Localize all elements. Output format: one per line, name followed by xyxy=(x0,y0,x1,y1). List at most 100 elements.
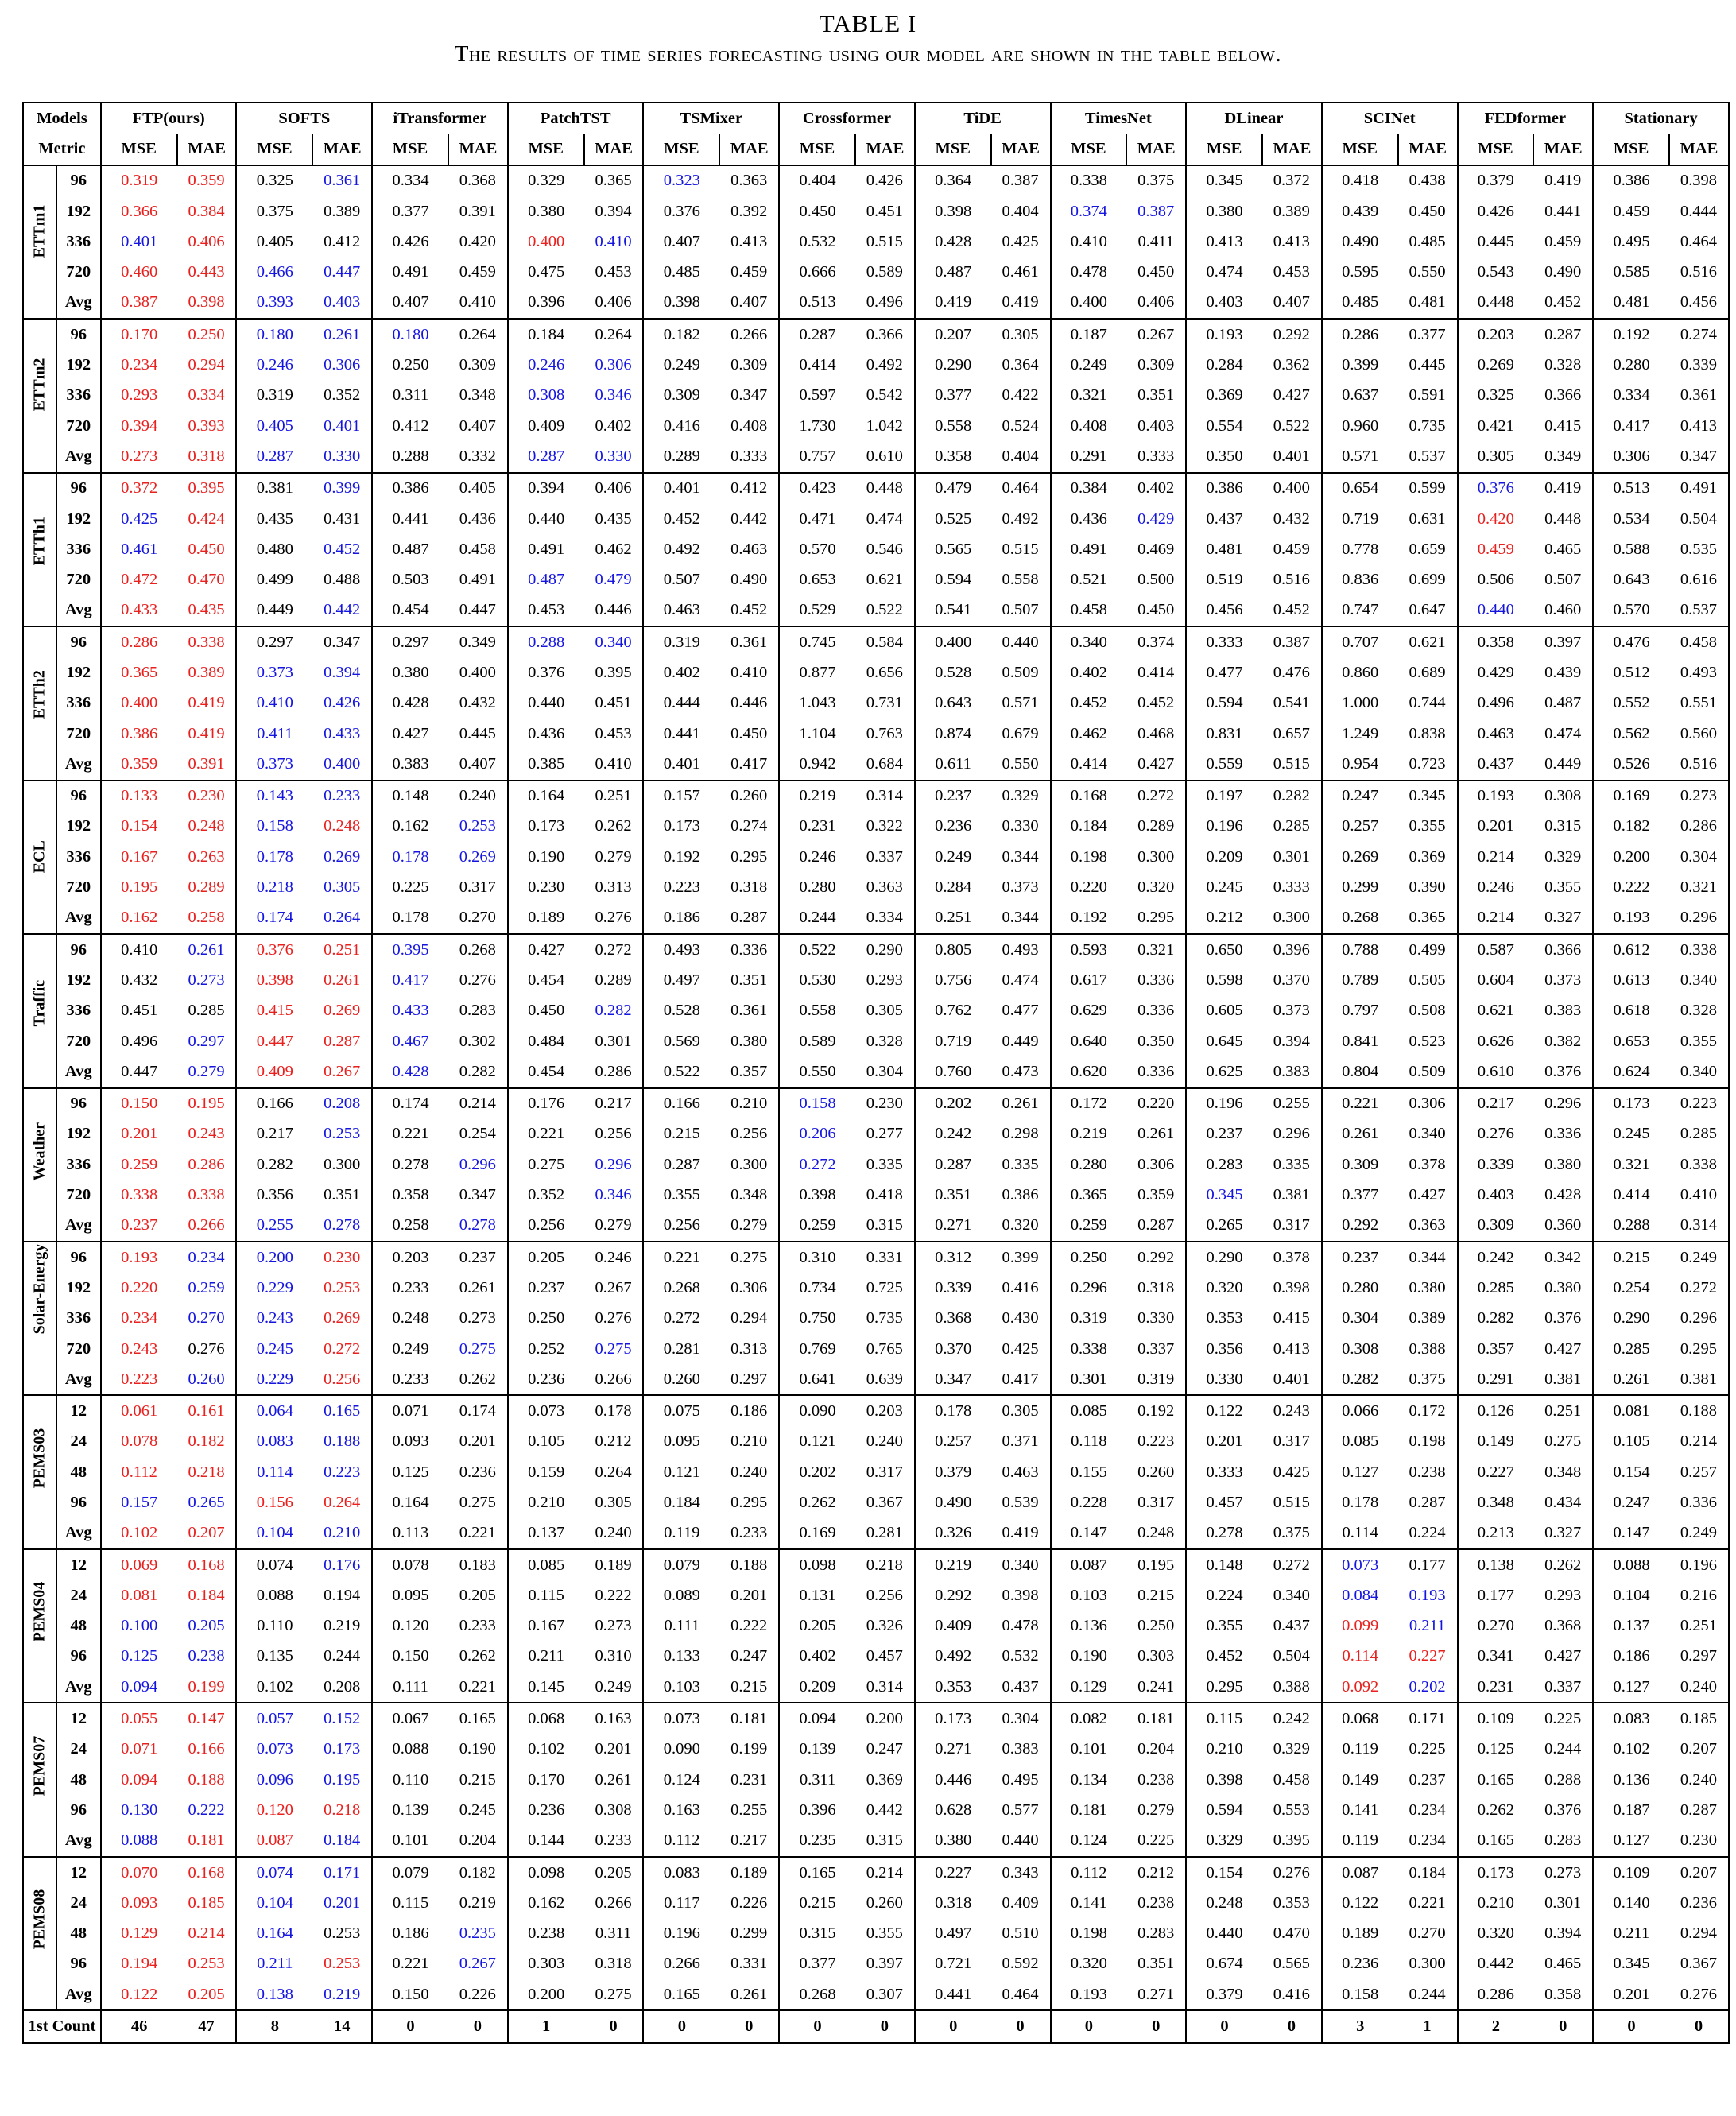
metric-mae: MAE xyxy=(448,134,509,165)
value-cell: 0.189 xyxy=(1342,1924,1379,1943)
value-cell: 0.621 xyxy=(1477,1002,1514,1020)
value-cell: 0.079 xyxy=(643,1548,720,1581)
value-cell: 0.274 xyxy=(1668,318,1730,351)
value-cell: 0.838 xyxy=(1397,718,1459,750)
value-cell: 0.493 xyxy=(1668,657,1730,688)
value-cell: 0.325 xyxy=(1477,386,1514,405)
value-cell: 0.496 xyxy=(854,287,916,320)
value-cell: 0.147 xyxy=(1593,1517,1669,1550)
value-cell: 0.309 xyxy=(448,350,509,381)
value-cell: 0.115 xyxy=(528,1586,564,1604)
value-cell: 0.256 xyxy=(719,1118,781,1150)
table-row: 336 0.451 0.285 0.415 0.269 0.433 0.283 0.450 0.… xyxy=(23,995,1730,1026)
value-cell: 0.452 xyxy=(1261,595,1323,628)
first-count-value: 14 xyxy=(312,2009,374,2044)
value-cell: 0.513 xyxy=(1593,471,1669,504)
value-cell: 0.659 xyxy=(1397,534,1459,565)
value-cell: 0.450 xyxy=(1126,595,1188,628)
value-cell: 0.320 xyxy=(990,1210,1052,1242)
value-cell: 0.117 xyxy=(664,1893,700,1912)
value-cell: 0.335 xyxy=(990,1149,1052,1180)
value-cell: 0.399 xyxy=(990,1240,1052,1273)
value-cell: 0.194 xyxy=(312,1580,374,1611)
value-cell: 0.416 xyxy=(663,417,700,435)
value-cell: 0.565 xyxy=(935,540,972,558)
value-cell: 0.283 xyxy=(1206,1155,1243,1173)
horizon-cell: Avg xyxy=(56,1210,102,1242)
value-cell: 0.295 xyxy=(719,1487,781,1518)
value-cell: 0.496 xyxy=(121,1032,158,1050)
value-cell: 0.409 xyxy=(935,1617,972,1635)
value-cell: 0.200 xyxy=(236,1240,313,1273)
value-cell: 0.196 xyxy=(1206,817,1243,835)
value-cell: 0.451 xyxy=(121,1002,158,1020)
value-cell: 0.096 xyxy=(256,1770,293,1789)
value-cell: 0.207 xyxy=(1668,1734,1730,1765)
value-cell: 0.114 xyxy=(257,1463,293,1481)
value-cell: 0.400 xyxy=(1261,471,1323,504)
table-row: 192 0.201 0.243 0.217 0.253 0.221 0.254 0.221 0.… xyxy=(23,1118,1730,1150)
value-cell: 0.212 xyxy=(1126,1855,1188,1889)
value-cell: 0.400 xyxy=(448,657,509,688)
value-cell: 0.550 xyxy=(1397,257,1459,288)
value-cell: 0.073 xyxy=(507,1394,584,1427)
value-cell: 0.101 xyxy=(1070,1740,1107,1758)
value-cell: 0.318 xyxy=(719,872,781,903)
dataset-name: Solar-Energy xyxy=(30,1243,48,1335)
value-cell: 0.338 xyxy=(1050,164,1127,196)
value-cell: 0.180 xyxy=(236,318,313,351)
value-cell: 0.314 xyxy=(854,1672,916,1704)
value-cell: 0.124 xyxy=(1050,1825,1127,1858)
value-cell: 0.507 xyxy=(990,595,1052,628)
value-cell: 0.297 xyxy=(719,1364,781,1397)
value-cell: 0.357 xyxy=(719,1056,781,1089)
value-cell: 0.386 xyxy=(990,1180,1052,1211)
value-cell: 0.558 xyxy=(935,417,972,435)
value-cell: 0.283 xyxy=(1533,1825,1595,1858)
value-cell: 0.177 xyxy=(1477,1586,1514,1604)
value-cell: 0.336 xyxy=(1533,1118,1595,1150)
metric-mse: MSE xyxy=(236,134,314,165)
value-cell: 0.168 xyxy=(176,1548,238,1581)
value-cell: 0.297 xyxy=(372,626,448,658)
value-cell: 0.532 xyxy=(990,1641,1052,1672)
value-cell: 0.395 xyxy=(176,471,238,504)
table-row: 720 0.496 0.297 0.447 0.287 0.467 0.302 0.484 0.… xyxy=(23,1025,1730,1057)
value-cell: 0.456 xyxy=(1668,287,1730,320)
value-cell: 0.182 xyxy=(643,318,720,351)
value-cell: 0.287 xyxy=(663,1155,700,1173)
value-cell: 0.273 xyxy=(100,441,177,474)
value-cell: 0.268 xyxy=(1321,902,1398,936)
table-row: PEMS07 12 0.055 0.147 0.057 0.152 0.067 0.165 0.… xyxy=(22,1702,1730,1858)
value-cell: 0.491 xyxy=(392,263,429,281)
value-cell: 0.427 xyxy=(1126,749,1188,781)
value-cell: 0.378 xyxy=(1397,1149,1459,1180)
value-cell: 0.227 xyxy=(1397,1641,1459,1672)
value-cell: 0.375 xyxy=(1397,1364,1459,1397)
horizon-cell: 720 xyxy=(56,257,102,288)
value-cell: 0.071 xyxy=(121,1740,158,1758)
value-cell: 0.138 xyxy=(236,1979,313,2012)
value-cell: 0.312 xyxy=(914,1240,991,1273)
dataset-name: ETTh2 xyxy=(30,670,48,719)
value-cell: 0.507 xyxy=(1533,564,1595,595)
value-cell: 0.485 xyxy=(1321,287,1398,320)
value-cell: 0.450 xyxy=(528,1002,565,1020)
value-cell: 0.214 xyxy=(1457,902,1534,936)
value-cell: 0.189 xyxy=(583,1548,645,1581)
value-cell: 0.380 xyxy=(1533,1273,1595,1304)
value-cell: 0.594 xyxy=(935,571,972,589)
value-cell: 0.328 xyxy=(1533,350,1595,381)
value-cell: 0.386 xyxy=(1186,471,1262,504)
value-cell: 0.246 xyxy=(583,1240,645,1273)
value-cell: 0.352 xyxy=(528,1186,565,1204)
value-cell: 0.279 xyxy=(1126,1795,1188,1826)
value-cell: 0.453 xyxy=(507,595,584,628)
value-cell: 0.440 xyxy=(990,1825,1052,1858)
value-cell: 0.355 xyxy=(1206,1617,1243,1635)
horizon-cell: Avg xyxy=(56,1825,102,1858)
value-cell: 0.320 xyxy=(1126,872,1188,903)
value-cell: 0.279 xyxy=(176,1056,238,1089)
value-cell: 0.445 xyxy=(1397,350,1459,381)
value-cell: 0.201 xyxy=(448,1426,509,1458)
